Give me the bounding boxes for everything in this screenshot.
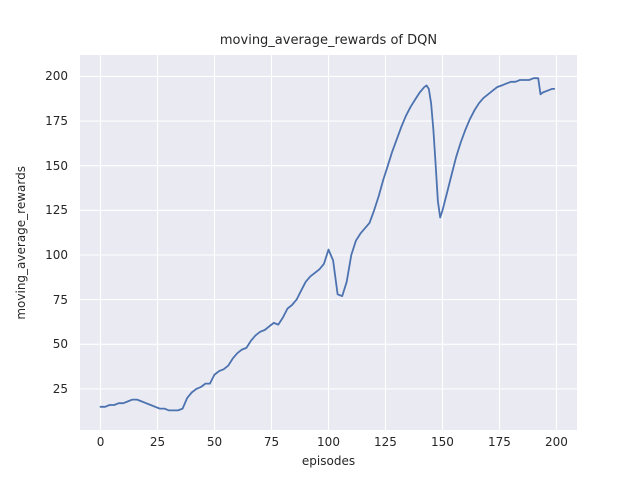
y-tick-label: 100 [45, 248, 68, 262]
x-tick-label: 75 [263, 435, 280, 449]
x-tick-label: 175 [488, 435, 511, 449]
x-tick-label: 150 [431, 435, 454, 449]
y-tick-label: 200 [45, 69, 68, 84]
line-series [99, 77, 556, 412]
x-axis-ticks: 0 25 50 75 100 125 150 175 200 [80, 435, 577, 451]
y-tick-label: 75 [52, 292, 68, 307]
y-tick-label: 175 [45, 114, 68, 129]
x-tick-label: 50 [206, 435, 223, 449]
y-tick-label: 125 [45, 203, 68, 218]
x-tick-label: 25 [149, 435, 166, 449]
plot-area [80, 55, 577, 430]
y-tick-label: 150 [45, 158, 68, 173]
x-tick-label: 200 [545, 435, 568, 449]
line-chart [80, 55, 577, 430]
x-tick-label: 125 [374, 435, 397, 449]
x-axis-label: episodes [301, 454, 356, 468]
y-tick-label: 25 [52, 381, 68, 396]
x-tick-label: 0 [96, 435, 105, 449]
x-tick-label: 100 [317, 435, 340, 449]
y-axis-ticks: 25 50 75 100 125 150 175 200 [34, 55, 74, 430]
y-tick-label: 50 [52, 337, 68, 352]
chart-title: moving_average_rewards of DQN [219, 33, 438, 48]
y-axis-label: moving_average_rewards [14, 165, 28, 320]
